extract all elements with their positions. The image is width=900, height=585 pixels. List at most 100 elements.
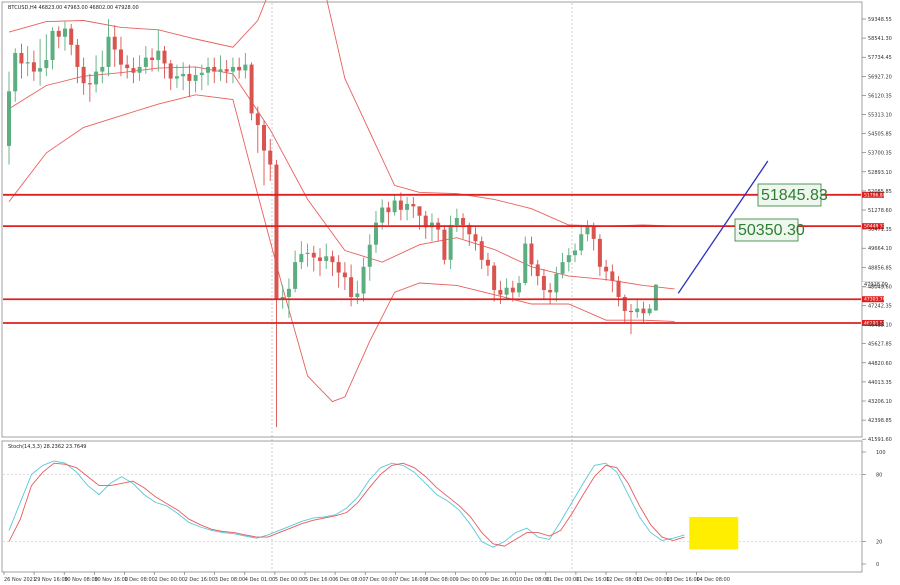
candle-body <box>50 30 55 60</box>
level-price-label: 50448.37 <box>864 224 886 230</box>
candle-body <box>38 68 43 72</box>
candle-body <box>442 229 447 260</box>
level-price-tag <box>862 191 884 198</box>
level-price-tag <box>862 223 884 230</box>
price-tick-label: 52085.85 <box>868 189 892 195</box>
bollinger-lower <box>8 94 675 403</box>
candle-body <box>492 265 497 291</box>
candle-body <box>485 259 490 266</box>
candle-body <box>249 64 254 114</box>
candle-body <box>479 241 484 260</box>
time-tick-label: 7 Dec 00:00 <box>365 577 395 583</box>
candle-body <box>510 287 515 293</box>
candle-body <box>336 262 341 273</box>
stoch-k-line <box>8 460 685 548</box>
candle-body <box>237 66 242 71</box>
candle-body <box>162 50 167 64</box>
price-tick-label: 49664.10 <box>868 246 892 252</box>
candle-body <box>461 217 466 225</box>
candle-body <box>597 238 602 267</box>
candle-body <box>137 66 142 73</box>
candle-body <box>367 244 372 267</box>
price-tick-label: 42398.85 <box>868 418 892 424</box>
candle-body <box>498 290 503 295</box>
candle-body <box>318 257 322 261</box>
target-value: 51845.83 <box>761 187 828 204</box>
stoch-tick-label: 80 <box>876 472 882 478</box>
target-box <box>757 183 822 207</box>
candle-body <box>535 264 540 277</box>
time-tick-label: 9 Dec 16:00 <box>486 577 516 583</box>
candle-body <box>299 253 304 263</box>
time-tick-label: 3 Dec 08:00 <box>215 577 245 583</box>
candle-body <box>398 200 403 210</box>
bollinger-upper <box>8 0 675 227</box>
candle-body <box>610 271 615 281</box>
candle-body <box>286 288 291 297</box>
candle-body <box>69 28 74 45</box>
time-tick-label: 30 Nov 16:00 <box>94 577 128 583</box>
time-tick-label: 11 Dec 00:00 <box>546 577 580 583</box>
stoch-tick-label: 0 <box>876 562 879 568</box>
candle-body <box>224 69 229 72</box>
level-price-label: 51796.80 <box>864 192 886 198</box>
time-tick-label: 6 Dec 08:00 <box>335 577 365 583</box>
candle-body <box>44 59 49 69</box>
time-tick-label: 7 Dec 16:00 <box>395 577 425 583</box>
candle-body <box>255 113 260 126</box>
time-tick-label: 12 Dec 08:00 <box>606 577 640 583</box>
time-tick-label: 10 Dec 08:00 <box>516 577 550 583</box>
time-tick-label: 2 Dec 00:00 <box>155 577 185 583</box>
price-tick-label: 56927.20 <box>868 74 892 80</box>
candle-body <box>653 284 658 311</box>
candle-body <box>411 204 416 207</box>
candle-body <box>647 308 652 314</box>
candle-body <box>573 250 578 256</box>
candle-body <box>541 276 546 291</box>
candle-body <box>187 73 192 81</box>
stoch-pane-frame <box>1 440 863 573</box>
candle-body <box>529 243 534 265</box>
candle-body <box>554 273 559 293</box>
target-box <box>734 218 799 242</box>
candle-body <box>373 222 378 245</box>
price-tick-label: 44013.35 <box>868 380 892 386</box>
price-tick-label: 53700.35 <box>868 151 892 157</box>
candle-body <box>118 49 123 65</box>
candle-body <box>7 91 11 146</box>
candle-body <box>305 252 310 254</box>
stoch-highlight-box <box>689 516 739 550</box>
target-value: 50350.30 <box>738 222 805 239</box>
price-tick-label: 58541.30 <box>868 36 892 42</box>
candle-body <box>324 256 329 261</box>
candle-body <box>174 76 179 79</box>
candle-body <box>13 52 18 92</box>
price-tick-label: 57734.45 <box>868 55 892 61</box>
candle-body <box>87 83 92 85</box>
price-tick-label: 43206.10 <box>868 399 892 405</box>
price-tick-label: 56120.35 <box>868 93 892 99</box>
candle-body <box>156 50 161 60</box>
price-tick-label: 55313.10 <box>868 113 892 119</box>
price-tick-label: 47242.35 <box>868 304 892 310</box>
candle-body <box>380 207 385 223</box>
candle-body <box>386 207 391 213</box>
time-tick-label: 5 Dec 16:00 <box>305 577 335 583</box>
candle-body <box>193 75 198 81</box>
price-tick-label: 48049.60 <box>868 284 892 290</box>
candle-body <box>125 64 130 69</box>
candle-body <box>100 66 105 72</box>
candle-body <box>560 262 565 274</box>
candle-body <box>168 63 173 79</box>
stoch-header: Stoch(14,3,3) 28.2362 23.7649 <box>8 444 86 450</box>
price-tick-label: 46435.10 <box>868 323 892 329</box>
price-tick-label: 48856.85 <box>868 265 892 271</box>
candle-body <box>62 28 67 37</box>
candle-body <box>293 262 298 289</box>
candle-body <box>25 62 30 64</box>
price-tick-label: 51278.60 <box>868 208 892 214</box>
candle-body <box>131 68 136 73</box>
candle-body <box>230 66 235 72</box>
time-tick-label: 9 Dec 00:00 <box>456 577 486 583</box>
